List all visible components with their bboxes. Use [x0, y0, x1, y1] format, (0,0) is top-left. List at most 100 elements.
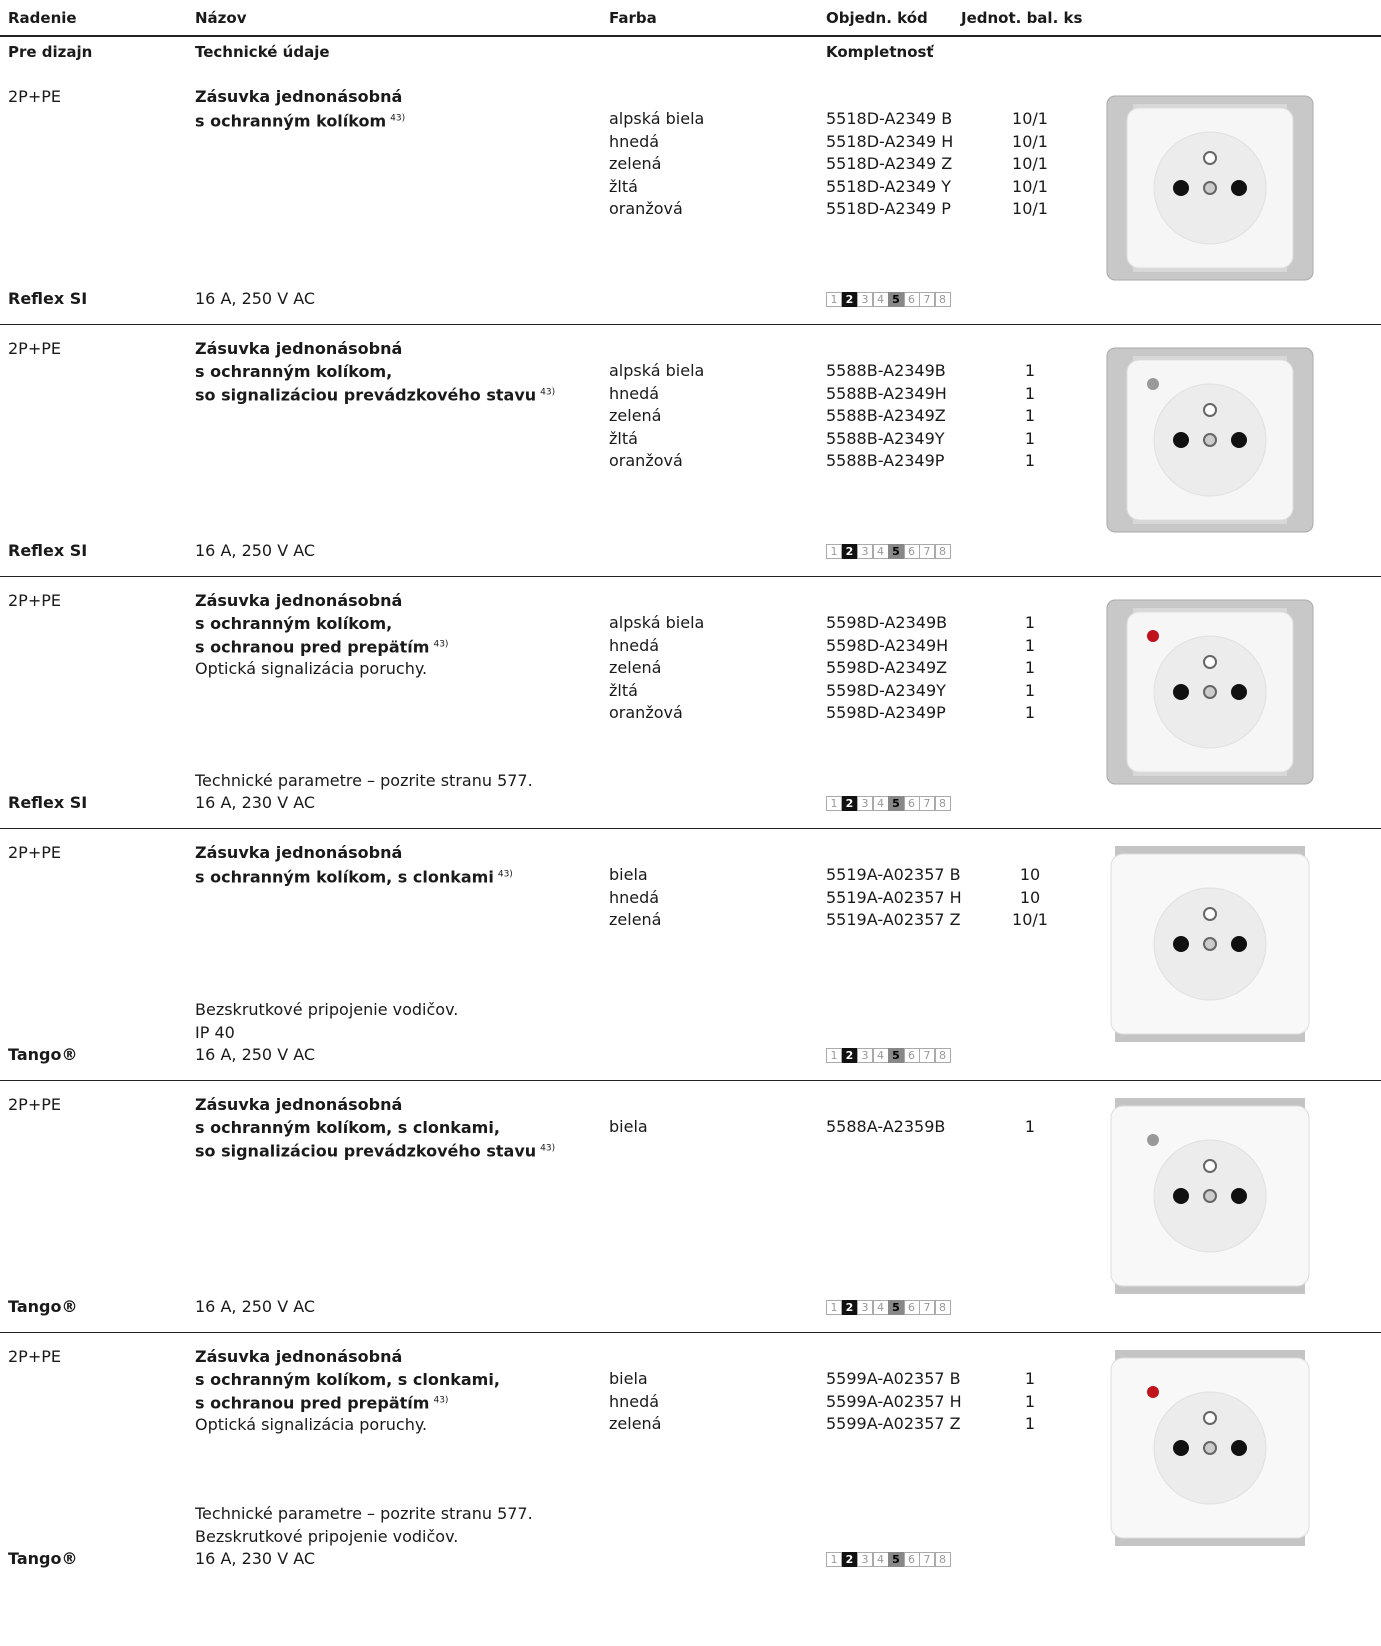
completeness-box: 6: [903, 1300, 920, 1315]
completeness-box: 3: [857, 796, 873, 811]
completeness-box: 6: [903, 292, 920, 307]
variant-code: 5598D-A2349P: [826, 703, 946, 722]
product-type: 2P+PE: [8, 87, 61, 106]
footnote-ref: 43): [540, 387, 556, 398]
subcolumn-header: Pre dizajn: [8, 43, 93, 61]
product-name: s ochranným kolíkom, s clonkami,: [195, 1369, 500, 1389]
variant-code: 5588B-A2349H: [826, 383, 947, 403]
footnote-ref: 43): [497, 868, 513, 879]
product-type: 2P+PE: [8, 843, 61, 862]
completeness-box: 5: [888, 1552, 904, 1567]
product-name: Zásuvka jednonásobná: [195, 1347, 403, 1366]
variant-pack: 1: [1024, 406, 1036, 425]
variant-color: oranžová: [609, 451, 683, 470]
variant-pack: 1: [1024, 361, 1036, 380]
product-name: s ochranou pred prepätím 43): [195, 1393, 449, 1413]
technical-data: Bezskrutkové pripojenie vodičov.: [195, 1526, 459, 1546]
variant-pack: 1: [1024, 658, 1036, 677]
variant-color: hnedá: [609, 1391, 660, 1411]
variant-pack: 10: [1019, 887, 1041, 907]
row-separator: [0, 1332, 1381, 1333]
product-type: 2P+PE: [8, 339, 61, 358]
product-image: [1110, 1350, 1310, 1546]
completeness-box: 1: [826, 1048, 842, 1063]
variant-code: 5588B-A2349Z: [826, 406, 946, 425]
completeness-box: 7: [919, 544, 935, 559]
variant-code: 5588B-A2349Y: [826, 428, 945, 448]
completeness-box: 3: [857, 544, 873, 559]
variant-code: 5518D-A2349 Z: [826, 154, 953, 173]
product-image: [1106, 95, 1314, 281]
variant-color: zelená: [609, 658, 662, 677]
variant-pack: 1: [1024, 383, 1036, 403]
variant-code: 5518D-A2349 P: [826, 199, 951, 218]
completeness-box: 5: [888, 544, 904, 559]
completeness-box: 7: [919, 796, 935, 811]
product-image: [1110, 1098, 1310, 1294]
completeness-box: 3: [857, 1552, 873, 1567]
product-name: s ochranným kolíkom 43): [195, 111, 406, 131]
completeness-box: 2: [841, 796, 858, 811]
completeness-box: 2: [841, 544, 858, 559]
variant-pack: 1: [1024, 451, 1036, 470]
variant-code: 5598D-A2349H: [826, 635, 949, 655]
technical-data: 16 A, 250 V AC: [195, 289, 316, 308]
variant-code: 5599A-A02357 H: [826, 1391, 962, 1411]
variant-code: 5599A-A02357 B: [826, 1369, 961, 1388]
completeness-box: 2: [841, 1048, 858, 1063]
column-header: Farba: [609, 9, 657, 27]
completeness-box: 8: [934, 292, 951, 307]
product-name: s ochranným kolíkom,: [195, 361, 393, 381]
completeness-box: 1: [826, 544, 842, 559]
variant-color: zelená: [609, 1414, 662, 1433]
completeness-box: 2: [841, 292, 858, 307]
product-type: 2P+PE: [8, 1095, 61, 1114]
technical-data: Technické parametre – pozrite stranu 577…: [195, 1504, 533, 1523]
variant-color: alpská biela: [609, 109, 705, 128]
variant-pack: 1: [1024, 635, 1036, 655]
footnote-ref: 43): [390, 112, 406, 123]
product-name: Zásuvka jednonásobná: [195, 1095, 403, 1114]
variant-color: zelená: [609, 406, 662, 425]
variant-color: žltá: [609, 428, 638, 448]
design-line: Reflex SI: [8, 793, 88, 812]
variant-code: 5518D-A2349 B: [826, 109, 953, 128]
product-type: 2P+PE: [8, 591, 61, 610]
column-header: Názov: [195, 9, 247, 27]
variant-pack: 1: [1024, 1391, 1036, 1411]
product-name: s ochranným kolíkom, s clonkami 43): [195, 867, 513, 887]
variant-code: 5518D-A2349 Y: [826, 176, 951, 196]
completeness-box: 7: [919, 1300, 935, 1315]
completeness-box: 4: [872, 544, 889, 559]
footnote-ref: 43): [540, 1143, 556, 1154]
variant-color: alpská biela: [609, 361, 705, 380]
variant-code: 5598D-A2349Y: [826, 680, 946, 700]
design-line: Tango®: [8, 1549, 78, 1568]
completeness-box: 8: [934, 1048, 951, 1063]
product-image: [1110, 846, 1310, 1042]
variant-pack: 10/1: [1012, 131, 1048, 151]
product-name: so signalizáciou prevádzkového stavu 43): [195, 385, 556, 405]
row-separator: [0, 324, 1381, 325]
completeness-box: 8: [934, 796, 951, 811]
product-name: Zásuvka jednonásobná: [195, 591, 403, 610]
design-line: Tango®: [8, 1297, 78, 1316]
subcolumn-header: Kompletnosť: [826, 43, 934, 61]
variant-color: biela: [609, 865, 648, 884]
product-name: Zásuvka jednonásobná: [195, 843, 403, 862]
variant-pack: 1: [1024, 1369, 1036, 1388]
product-name: Zásuvka jednonásobná: [195, 339, 403, 358]
technical-data: IP 40: [195, 1022, 235, 1042]
variant-color: alpská biela: [609, 613, 705, 632]
variant-color: oranžová: [609, 199, 683, 218]
completeness-box: 7: [919, 1048, 935, 1063]
variant-pack: 1: [1024, 680, 1036, 700]
completeness-box: 5: [888, 292, 904, 307]
technical-data: 16 A, 230 V AC: [195, 1549, 316, 1568]
variant-pack: 1: [1024, 703, 1036, 722]
design-line: Tango®: [8, 1045, 78, 1064]
design-line: Reflex SI: [8, 541, 88, 560]
product-name: Zásuvka jednonásobná: [195, 87, 403, 106]
column-header: Jednot. bal. ks: [961, 9, 1083, 27]
